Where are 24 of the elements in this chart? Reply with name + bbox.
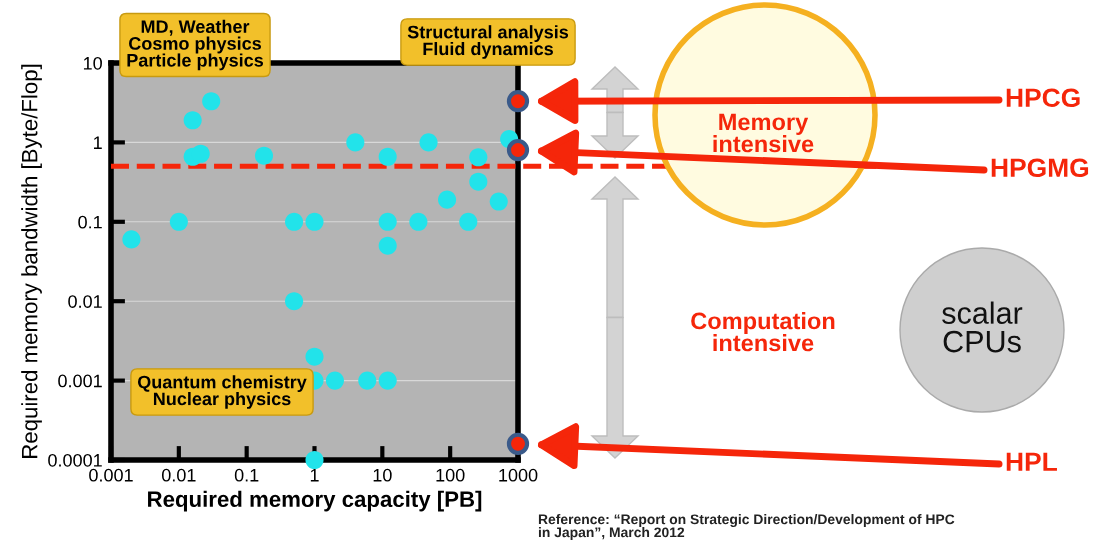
x-tick-label: 1000	[499, 468, 538, 482]
text: HPL	[1006, 452, 1057, 471]
y-tick-label: 0.1	[78, 215, 102, 229]
text: Structural analysis Fluid dynamics	[407, 25, 569, 59]
y-tick-label: 0.001	[58, 374, 102, 388]
y-tick-label: 0.0001	[48, 453, 102, 467]
text: HPGMG	[991, 158, 1089, 178]
text: Computation intensive	[691, 311, 835, 352]
text: scalar CPUs	[942, 301, 1023, 353]
x-tick-label: 0.1	[234, 468, 259, 482]
x-tick-label: 10	[373, 468, 392, 482]
y-tick-label: 1	[94, 136, 102, 149]
y-tick-label: 0.01	[68, 295, 102, 308]
y-axis-title: Required memory bandwidth [Byte/Flop]	[21, 64, 42, 458]
annotation: MD, Weather Cosmo physics Particle physics	[127, 19, 264, 71]
text: HPCG	[1006, 88, 1080, 108]
annotation: Quantum chemistry Nuclear physics	[137, 375, 307, 409]
x-axis-title: Required memory capacity [PB]	[148, 490, 482, 512]
y-tick-label: 10	[83, 56, 102, 70]
text: Reference: “Report on Strategic Direction/Development of HPC in Japan”, March 2012	[538, 514, 955, 540]
x-tick-label: 0.01	[161, 468, 196, 482]
text: Memory intensive	[713, 113, 814, 153]
x-tick-label: 100	[436, 468, 465, 482]
x-tick-label: 1	[310, 469, 319, 482]
